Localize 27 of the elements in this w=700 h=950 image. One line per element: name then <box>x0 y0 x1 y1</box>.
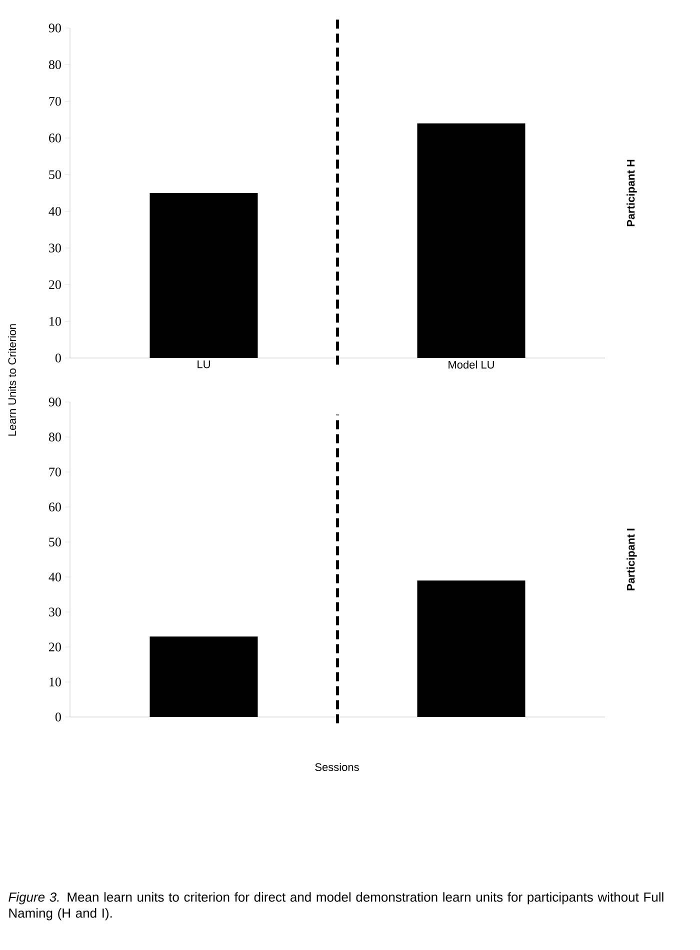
y-tick-label: 50 <box>49 538 61 546</box>
y-tick-label: 40 <box>48 206 61 216</box>
y-tick-label: 60 <box>49 134 61 142</box>
y-tick-label: 40 <box>48 572 61 582</box>
y-tick-label: 70 <box>49 468 61 476</box>
x-tick-label: LU <box>198 360 210 368</box>
y-tick-label: 30 <box>49 244 61 252</box>
y-tick-label: 70 <box>49 96 61 106</box>
y-axis-title: Learn Units to Criterion <box>8 324 16 436</box>
y-tick-label: 10 <box>50 678 61 686</box>
y-tick-label: 80 <box>48 60 61 70</box>
text: Participant H <box>626 160 637 226</box>
y-tick-label: 20 <box>49 280 61 290</box>
x-tick-label: Model LU <box>448 360 494 369</box>
x-axis-title: Sessions <box>315 762 359 772</box>
y-tick-label: 90 <box>48 24 61 32</box>
text: Participant I <box>626 528 637 590</box>
y-tick-label: 90 <box>48 398 61 406</box>
y-tick-label: 0 <box>55 712 61 722</box>
y-tick-label: 80 <box>48 432 61 442</box>
y-tick-label: 20 <box>49 642 61 652</box>
y-tick-label: 30 <box>49 608 61 616</box>
y-tick-label: 50 <box>49 170 61 180</box>
y-tick-label: 60 <box>49 502 61 512</box>
text: Figure 3. Mean learn units to criterion for direct and model demonstration learn units for participants without Full Naming (H and I). <box>8 892 664 920</box>
y-tick-label: 10 <box>50 316 61 326</box>
y-tick-label: 0 <box>55 354 61 362</box>
